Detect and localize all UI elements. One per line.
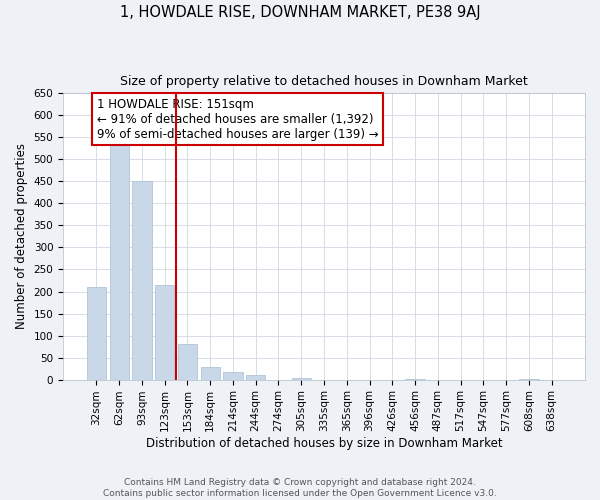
Bar <box>132 182 152 380</box>
Text: 1, HOWDALE RISE, DOWNHAM MARKET, PE38 9AJ: 1, HOWDALE RISE, DOWNHAM MARKET, PE38 9A… <box>119 5 481 20</box>
Bar <box>178 344 197 380</box>
Bar <box>200 368 220 380</box>
Title: Size of property relative to detached houses in Downham Market: Size of property relative to detached ho… <box>120 75 528 88</box>
Text: 1 HOWDALE RISE: 151sqm
← 91% of detached houses are smaller (1,392)
9% of semi-d: 1 HOWDALE RISE: 151sqm ← 91% of detached… <box>97 98 379 140</box>
Bar <box>223 372 242 380</box>
Bar <box>292 378 311 380</box>
Bar <box>110 144 129 380</box>
X-axis label: Distribution of detached houses by size in Downham Market: Distribution of detached houses by size … <box>146 437 502 450</box>
Bar <box>246 375 265 380</box>
Text: Contains HM Land Registry data © Crown copyright and database right 2024.
Contai: Contains HM Land Registry data © Crown c… <box>103 478 497 498</box>
Bar <box>155 285 175 380</box>
Y-axis label: Number of detached properties: Number of detached properties <box>15 144 28 330</box>
Bar <box>87 287 106 380</box>
